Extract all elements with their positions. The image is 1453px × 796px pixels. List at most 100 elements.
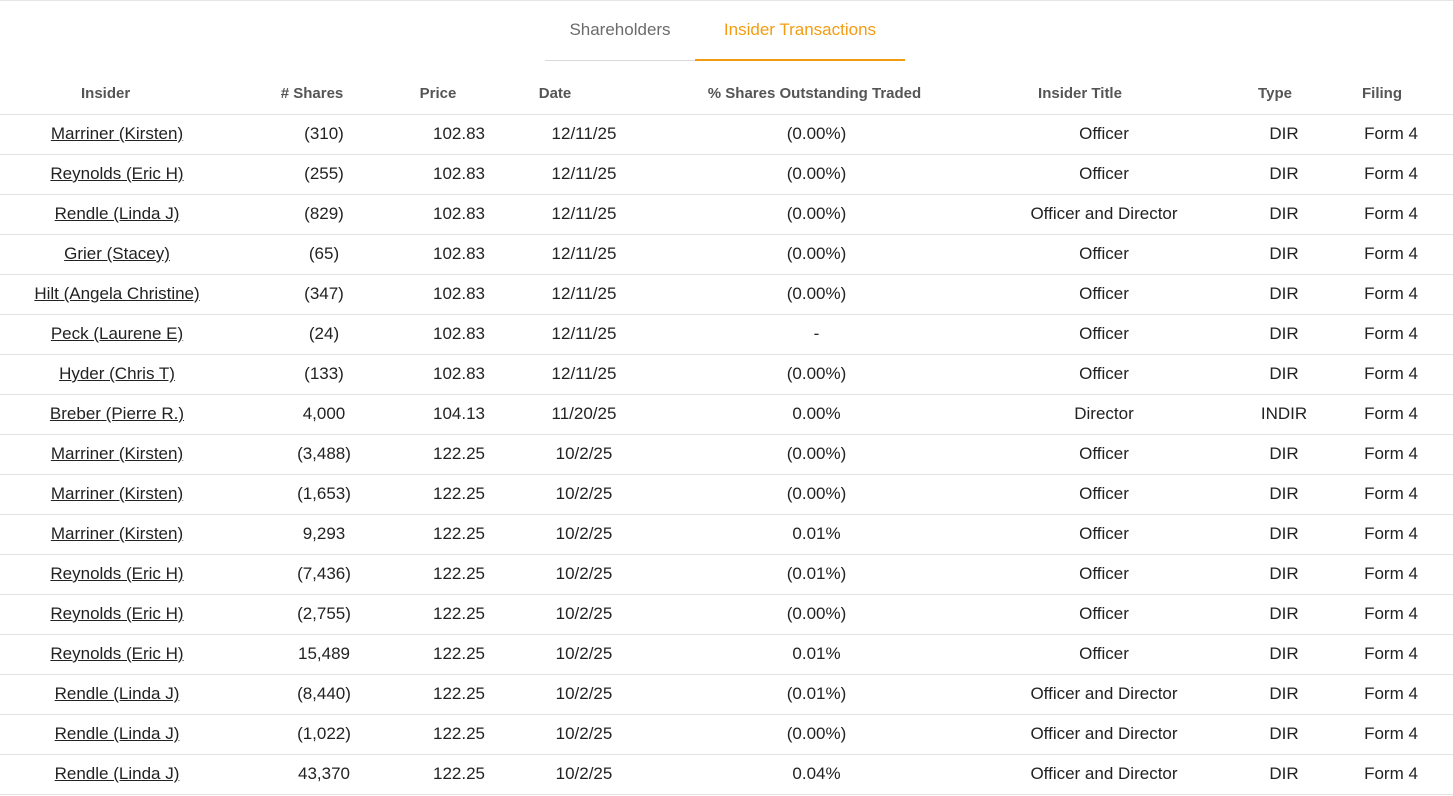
shares-cell: (3,488) — [234, 434, 414, 475]
insider-title-cell: Officer — [969, 354, 1239, 395]
insider-link[interactable]: Marriner (Kirsten) — [50, 444, 184, 463]
table-row[interactable]: Hilt (Angela Christine) (347) 102.83 12/11/… — [0, 274, 1453, 315]
table-row[interactable]: Breber (Pierre R.) 4,000 104.13 11/20/25 0.0… — [0, 394, 1453, 435]
price-cell: 102.83 — [414, 314, 504, 355]
insider-link[interactable]: Rendle (Linda J) — [54, 204, 180, 223]
date-cell: 10/2/25 — [504, 674, 664, 715]
type-cell: DIR — [1239, 714, 1329, 755]
table-row[interactable]: Rendle (Linda J) (829) 102.83 12/11/25 (0.00… — [0, 194, 1453, 235]
insider-link[interactable]: Breber (Pierre R.) — [49, 404, 185, 423]
tab-shareholders[interactable]: Shareholders — [569, 20, 671, 39]
type-cell: DIR — [1239, 314, 1329, 355]
insider-cell: Hilt (Angela Christine) — [0, 274, 234, 315]
type-cell: DIR — [1239, 234, 1329, 275]
type-cell: DIR — [1239, 754, 1329, 795]
insider-title-cell: Officer — [969, 234, 1239, 275]
table-row[interactable]: Rendle (Linda J) (1,022) 122.25 10/2/25 (0.0… — [0, 714, 1453, 755]
date-cell: 12/11/25 — [504, 274, 664, 315]
insider-cell: Grier (Stacey) — [0, 234, 234, 275]
top-divider — [0, 0, 1453, 1]
insider-link[interactable]: Reynolds (Eric H) — [50, 564, 184, 583]
type-cell: DIR — [1239, 634, 1329, 675]
insider-title-cell: Officer and Director — [969, 674, 1239, 715]
column-header-pct-traded[interactable]: % Shares Outstanding Traded — [664, 74, 969, 115]
price-cell: 122.25 — [414, 674, 504, 715]
filing-cell: Form 4 — [1329, 394, 1453, 435]
pct-traded-cell: (0.01%) — [664, 674, 969, 715]
shares-cell: (310) — [234, 114, 414, 155]
table-row[interactable]: Hyder (Chris T) (133) 102.83 12/11/25 (0.00%… — [0, 354, 1453, 395]
shares-cell: (1,022) — [234, 714, 414, 755]
insider-link[interactable]: Marriner (Kirsten) — [50, 484, 184, 503]
filing-cell: Form 4 — [1329, 554, 1453, 595]
insider-link[interactable]: Reynolds (Eric H) — [50, 604, 184, 623]
column-header-insider[interactable]: Insider — [0, 74, 234, 115]
column-header-insider-title[interactable]: Insider Title — [969, 74, 1239, 115]
pct-traded-cell: 0.01% — [664, 514, 969, 555]
pct-traded-cell: (0.00%) — [664, 194, 969, 235]
type-cell: DIR — [1239, 594, 1329, 635]
date-cell: 12/11/25 — [504, 154, 664, 195]
insider-cell: Peck (Laurene E) — [0, 314, 234, 355]
insider-link[interactable]: Reynolds (Eric H) — [50, 644, 184, 663]
table-row[interactable]: Reynolds (Eric H) 15,489 122.25 10/2/25 0.01… — [0, 634, 1453, 675]
type-cell: DIR — [1239, 154, 1329, 195]
table-row[interactable]: Grier (Stacey) (65) 102.83 12/11/25 (0.00%) O… — [0, 234, 1453, 275]
column-header-type[interactable]: Type — [1239, 74, 1329, 115]
filing-cell: Form 4 — [1329, 154, 1453, 195]
price-cell: 122.25 — [414, 554, 504, 595]
date-cell: 10/2/25 — [504, 754, 664, 795]
shares-cell: (8,440) — [234, 674, 414, 715]
table-row[interactable]: Marriner (Kirsten) 9,293 122.25 10/2/25 0.01… — [0, 514, 1453, 555]
price-cell: 102.83 — [414, 234, 504, 275]
tab-insider-transactions[interactable]: Insider Transactions — [695, 0, 905, 61]
shares-cell: (2,755) — [234, 594, 414, 635]
shares-cell: (65) — [234, 234, 414, 275]
insider-link[interactable]: Reynolds (Eric H) — [50, 164, 184, 183]
column-header-filing[interactable]: Filing — [1329, 74, 1453, 115]
insider-cell: Rendle (Linda J) — [0, 674, 234, 715]
insider-title-cell: Officer — [969, 274, 1239, 315]
insider-link[interactable]: Peck (Laurene E) — [50, 324, 184, 343]
date-cell: 10/2/25 — [504, 714, 664, 755]
insider-link[interactable]: Grier (Stacey) — [64, 244, 170, 263]
pct-traded-cell: 0.04% — [664, 754, 969, 795]
insider-link[interactable]: Hilt (Angela Christine) — [34, 284, 200, 303]
table-row[interactable]: Rendle (Linda J) 43,370 122.25 10/2/25 0.04%… — [0, 754, 1453, 795]
insider-title-cell: Officer and Director — [969, 714, 1239, 755]
table-row[interactable]: Reynolds (Eric H) (7,436) 122.25 10/2/25 (0.… — [0, 554, 1453, 595]
shares-cell: (255) — [234, 154, 414, 195]
insider-cell: Rendle (Linda J) — [0, 714, 234, 755]
pct-traded-cell: 0.01% — [664, 634, 969, 675]
table-row[interactable]: Marriner (Kirsten) (1,653) 122.25 10/2/25 (0… — [0, 474, 1453, 515]
insider-link[interactable]: Rendle (Linda J) — [54, 724, 180, 743]
insider-cell: Marriner (Kirsten) — [0, 514, 234, 555]
pct-traded-cell: (0.00%) — [664, 274, 969, 315]
table-row[interactable]: Reynolds (Eric H) (255) 102.83 12/11/25 (0.0… — [0, 154, 1453, 195]
column-header-shares[interactable]: # Shares — [234, 74, 414, 115]
insider-link[interactable]: Marriner (Kirsten) — [50, 524, 184, 543]
tab-bar: Shareholders Insider Transactions — [545, 0, 905, 61]
insider-link[interactable]: Hyder (Chris T) — [59, 364, 175, 383]
filing-cell: Form 4 — [1329, 314, 1453, 355]
filing-cell: Form 4 — [1329, 194, 1453, 235]
type-cell: DIR — [1239, 434, 1329, 475]
table-row[interactable]: Reynolds (Eric H) (2,755) 122.25 10/2/25 (0.… — [0, 594, 1453, 635]
insider-link[interactable]: Rendle (Linda J) — [54, 764, 180, 783]
column-header-date[interactable]: Date — [504, 74, 664, 115]
date-cell: 10/2/25 — [504, 434, 664, 475]
date-cell: 12/11/25 — [504, 314, 664, 355]
insider-link[interactable]: Marriner (Kirsten) — [50, 124, 184, 143]
insider-link[interactable]: Rendle (Linda J) — [54, 684, 180, 703]
table-row[interactable]: Peck (Laurene E) (24) 102.83 12/11/25- Offic… — [0, 314, 1453, 355]
insider-title-cell: Officer — [969, 554, 1239, 595]
date-cell: 10/2/25 — [504, 634, 664, 675]
insider-transactions-table: Insider # Shares Price Date % Shares Out… — [0, 74, 1453, 795]
table-row[interactable]: Marriner (Kirsten) (310) 102.83 12/11/25 (0.… — [0, 114, 1453, 155]
insider-cell: Marriner (Kirsten) — [0, 434, 234, 475]
pct-traded-cell: 0.00% — [664, 394, 969, 435]
insider-title-cell: Officer — [969, 314, 1239, 355]
column-header-price[interactable]: Price — [414, 74, 504, 115]
table-row[interactable]: Rendle (Linda J) (8,440) 122.25 10/2/25 (0.0… — [0, 674, 1453, 715]
table-row[interactable]: Marriner (Kirsten) (3,488) 122.25 10/2/25 (0… — [0, 434, 1453, 475]
